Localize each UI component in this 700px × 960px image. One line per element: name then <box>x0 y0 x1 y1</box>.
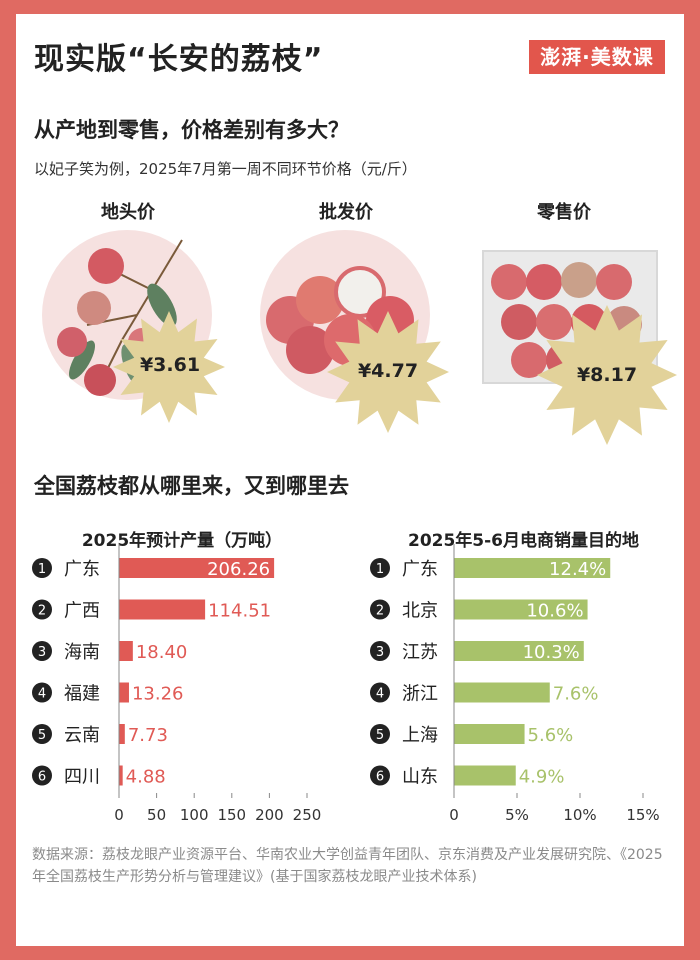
bar <box>119 599 206 620</box>
starburst-shape <box>537 305 677 445</box>
tick-label: 10% <box>563 806 596 824</box>
data-label: 5.6% <box>528 725 574 746</box>
category-label: 广西 <box>64 601 100 622</box>
bar <box>454 724 525 744</box>
tick-label: 50 <box>147 806 166 824</box>
tick-label: 5% <box>505 806 529 824</box>
category-label: 四川 <box>64 767 100 788</box>
bar <box>454 599 588 620</box>
category-label: 上海 <box>402 725 438 746</box>
tick-label: 100 <box>180 806 209 824</box>
bar <box>454 641 584 661</box>
data-label: 114.51 <box>208 601 271 622</box>
section2-heading: 全国荔枝都从哪里来，又到哪里去 <box>34 474 349 498</box>
category-label: 福建 <box>64 684 100 705</box>
price-note: 以妃子笑为例，2025年7月第一周不同环节价格（元/斤） <box>34 160 417 178</box>
category-label: 海南 <box>64 642 100 663</box>
bar <box>119 682 129 703</box>
section1-heading: 从产地到零售，价格差别有多大？ <box>34 118 349 142</box>
category-label: 北京 <box>402 601 438 622</box>
rank-number: 5 <box>376 728 384 743</box>
starburst-farm <box>113 311 225 423</box>
bar <box>119 724 125 744</box>
rank-badge <box>32 724 52 744</box>
data-label: 7.6% <box>553 684 599 705</box>
rank-number: 1 <box>38 562 46 577</box>
price-value-farm: ¥3.61 <box>139 354 201 376</box>
data-label: 7.73 <box>128 725 168 746</box>
bar <box>119 558 275 578</box>
rank-badge <box>370 724 390 744</box>
tick-label: 15% <box>626 806 659 824</box>
rank-badge <box>32 682 52 703</box>
rank-badge <box>32 765 52 786</box>
lychee-branch-illustration <box>42 230 212 400</box>
starburst-retail <box>537 305 677 445</box>
category-label: 山东 <box>402 767 438 788</box>
rank-number: 4 <box>38 687 46 702</box>
tick-label: 150 <box>217 806 246 824</box>
page-title: 现实版“长安的荔枝” <box>34 42 324 77</box>
data-label: 12.4% <box>549 559 606 580</box>
infographic-card: 现实版“长安的荔枝” 澎湃·美数课 从产地到零售，价格差别有多大？ 以妃子笑为例… <box>16 14 684 946</box>
rank-number: 2 <box>376 604 384 619</box>
rank-badge <box>370 765 390 786</box>
rank-number: 2 <box>38 604 46 619</box>
logo: 澎湃·美数课 <box>529 40 665 74</box>
data-label: 10.6% <box>526 601 583 622</box>
category-label: 广东 <box>64 559 100 580</box>
price-label-wholesale: 批发价 <box>319 202 373 223</box>
chart-title-ecommerce: 2025年5-6月电商销量目的地 <box>407 531 640 551</box>
tick-label: 250 <box>293 806 322 824</box>
starburst-shape <box>327 311 449 433</box>
category-label: 云南 <box>64 725 100 746</box>
rank-badge <box>32 641 52 661</box>
bar <box>454 765 516 786</box>
rank-badge <box>370 641 390 661</box>
rank-badge <box>32 599 52 620</box>
rank-badge <box>370 599 390 620</box>
starburst-shape <box>113 311 225 423</box>
lychee-box-icon <box>491 262 642 378</box>
data-source: 数据来源：荔枝龙眼产业资源平台、华南农业大学创益青年团队、京东消费及产业发展研究… <box>32 847 663 885</box>
rank-badge <box>32 558 52 578</box>
data-label: 4.88 <box>126 767 166 788</box>
data-label: 13.26 <box>132 684 184 705</box>
bar <box>119 641 133 661</box>
rank-number: 6 <box>376 770 384 785</box>
rank-number: 6 <box>38 770 46 785</box>
data-label: 206.26 <box>207 559 270 580</box>
rank-number: 5 <box>38 728 46 743</box>
data-label: 4.9% <box>519 767 565 788</box>
category-label: 江苏 <box>402 642 438 663</box>
rank-number: 1 <box>376 562 384 577</box>
rank-number: 3 <box>376 645 384 660</box>
price-value-wholesale: ¥4.77 <box>357 360 419 382</box>
rank-badge <box>370 682 390 703</box>
rank-number: 3 <box>38 645 46 660</box>
bar-charts: 1 广东 206.26 2 广西 114.51 3 海南 18.40 4 福建 13.26 5 云南 7.7… <box>32 544 660 824</box>
price-label-retail: 零售价 <box>537 202 591 223</box>
lychee-pile-icon <box>266 266 414 374</box>
tick-label: 0 <box>114 806 124 824</box>
data-label: 18.40 <box>136 642 188 663</box>
starburst-wholesale <box>327 311 449 433</box>
rank-number: 4 <box>376 687 384 702</box>
bar <box>454 558 611 578</box>
price-label-farm: 地头价 <box>101 202 155 223</box>
price-value-retail: ¥8.17 <box>576 364 638 386</box>
tick-label: 200 <box>255 806 284 824</box>
rank-badge <box>370 558 390 578</box>
data-label: 10.3% <box>523 642 580 663</box>
category-label: 广东 <box>402 559 438 580</box>
tick-label: 0 <box>449 806 459 824</box>
bar <box>454 682 550 703</box>
chart-title-production: 2025年预计产量（万吨） <box>81 531 283 551</box>
category-label: 浙江 <box>402 684 438 705</box>
bar <box>119 765 123 786</box>
